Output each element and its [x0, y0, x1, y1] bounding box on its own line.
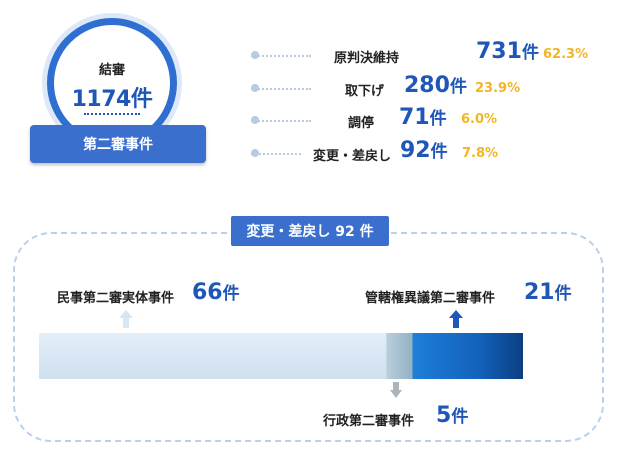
breakdown-label: 調停	[348, 112, 374, 131]
category-label: 第二審事件	[30, 125, 206, 163]
breakdown-count-unit: 件	[431, 142, 448, 162]
segment-count-jurisdiction-number: 21	[524, 280, 555, 305]
arrow-down-icon	[390, 382, 402, 398]
total-value: 1174件	[54, 81, 170, 113]
connector-line	[251, 45, 321, 65]
stacked-bar-chart	[39, 333, 523, 379]
detail-tag: 変更・差戻し 92 件	[231, 216, 389, 246]
breakdown-count-unit: 件	[522, 43, 539, 63]
breakdown-count-number: 280	[404, 73, 450, 98]
connector-line	[251, 110, 321, 130]
breakdown-count: 92件	[400, 137, 448, 163]
breakdown-label: 変更・差戻し	[313, 145, 391, 164]
breakdown-count-number: 731	[476, 39, 522, 64]
breakdown-label: 原判決維持	[334, 47, 399, 66]
segment-count-civil-unit: 件	[223, 284, 240, 304]
breakdown-count-number: 71	[399, 105, 430, 130]
breakdown-count: 731件	[476, 38, 539, 64]
bar-segment-civil	[39, 333, 386, 379]
segment-count-jurisdiction-unit: 件	[555, 284, 572, 304]
breakdown-percent: 7.8%	[462, 146, 498, 161]
connector-line	[251, 78, 321, 98]
connector-line	[251, 143, 311, 163]
breakdown-percent: 23.9%	[475, 81, 520, 96]
segment-label-civil: 民事第二審実体事件	[57, 287, 174, 306]
segment-label-jurisdiction: 管轄権異議第二審事件	[365, 287, 495, 306]
arrow-up-icon	[449, 310, 463, 328]
breakdown-percent: 62.3%	[543, 47, 588, 62]
segment-count-admin-number: 5	[436, 403, 451, 428]
segment-count-civil: 66件	[192, 279, 240, 305]
breakdown-count: 71件	[399, 104, 447, 130]
bar-segment-admin	[386, 333, 412, 379]
breakdown-percent: 6.0%	[461, 112, 497, 127]
breakdown-count: 280件	[404, 72, 467, 98]
breakdown-count-unit: 件	[450, 77, 467, 97]
total-underline	[84, 113, 140, 115]
arrow-up-icon	[119, 310, 133, 328]
segment-count-admin: 5件	[436, 402, 468, 428]
total-title: 結審	[54, 59, 170, 78]
segment-count-jurisdiction: 21件	[524, 279, 572, 305]
breakdown-label: 取下げ	[345, 80, 384, 99]
bar-segment-jurisdiction	[413, 333, 524, 379]
breakdown-count-unit: 件	[430, 109, 447, 129]
segment-count-admin-unit: 件	[451, 407, 468, 427]
segment-label-admin: 行政第二審事件	[323, 410, 414, 429]
breakdown-count-number: 92	[400, 138, 431, 163]
segment-count-civil-number: 66	[192, 280, 223, 305]
